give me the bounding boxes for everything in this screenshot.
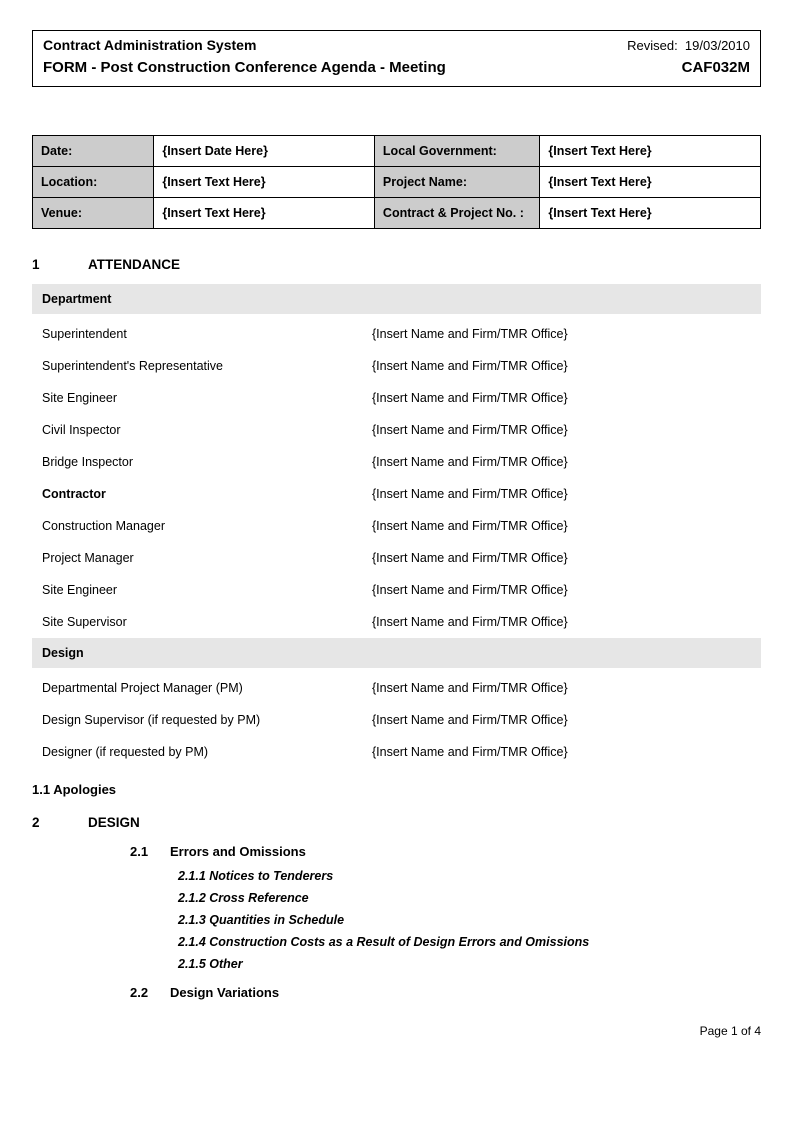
section-2-1-items: 2.1.1 Notices to Tenderers 2.1.2 Cross Re… (32, 869, 761, 971)
section-2-1-subitem: 2.1.1 Notices to Tenderers (178, 869, 761, 883)
revised-label: Revised: (627, 38, 678, 53)
info-label: Location: (33, 167, 154, 198)
info-label: Venue: (33, 198, 154, 229)
section-2-1-title: Errors and Omissions (170, 844, 306, 859)
revised: Revised: 19/03/2010 (627, 38, 750, 53)
attendance-row: Departmental Project Manager (PM){Insert… (32, 672, 761, 704)
section-2-1-subitem: 2.1.3 Quantities in Schedule (178, 913, 761, 927)
attendance-role: Bridge Inspector (42, 455, 372, 469)
attendance-role: Superintendent (42, 327, 372, 341)
info-label: Date: (33, 136, 154, 167)
attendance-row: Design Supervisor (if requested by PM){I… (32, 704, 761, 736)
form-title: FORM - Post Construction Conference Agen… (43, 59, 446, 76)
system-name: Contract Administration System (43, 37, 256, 53)
attendance-row: Project Manager{Insert Name and Firm/TMR… (32, 542, 761, 574)
attendance-row: Site Supervisor{Insert Name and Firm/TMR… (32, 606, 761, 638)
info-value: {Insert Text Here} (154, 167, 375, 198)
attendance-role: Site Supervisor (42, 615, 372, 629)
section-2-1-num: 2.1 (130, 844, 170, 859)
section-2-2-num: 2.2 (130, 985, 170, 1000)
section-2-1-subitem: 2.1.2 Cross Reference (178, 891, 761, 905)
attendance-row: Bridge Inspector{Insert Name and Firm/TM… (32, 446, 761, 478)
attendance-role: Project Manager (42, 551, 372, 565)
attendance-value: {Insert Name and Firm/TMR Office} (372, 519, 751, 533)
attendance-row: Superintendent's Representative{Insert N… (32, 350, 761, 382)
section-2-2-title: Design Variations (170, 985, 279, 1000)
section-2-1-subitem: 2.1.5 Other (178, 957, 761, 971)
attendance-value: {Insert Name and Firm/TMR Office} (372, 455, 751, 469)
attendance-row: Contractor{Insert Name and Firm/TMR Offi… (32, 478, 761, 510)
info-value: {Insert Text Here} (154, 198, 375, 229)
info-label: Local Government: (374, 136, 539, 167)
info-value: {Insert Text Here} (540, 167, 761, 198)
attendance-value: {Insert Name and Firm/TMR Office} (372, 359, 751, 373)
attendance-group2: Departmental Project Manager (PM){Insert… (32, 672, 761, 768)
attendance-role: Contractor (42, 487, 372, 501)
section-1-1: 1.1 Apologies (32, 782, 761, 797)
attendance-row: Site Engineer{Insert Name and Firm/TMR O… (32, 574, 761, 606)
attendance-value: {Insert Name and Firm/TMR Office} (372, 713, 751, 727)
info-value: {Insert Text Here} (540, 198, 761, 229)
revised-date: 19/03/2010 (685, 38, 750, 53)
attendance-value: {Insert Name and Firm/TMR Office} (372, 583, 751, 597)
attendance-role: Departmental Project Manager (PM) (42, 681, 372, 695)
attendance-value: {Insert Name and Firm/TMR Office} (372, 487, 751, 501)
section-2-1: 2.1Errors and Omissions (130, 844, 761, 859)
info-row: Location:{Insert Text Here}Project Name:… (33, 167, 761, 198)
attendance-role: Site Engineer (42, 583, 372, 597)
info-label: Contract & Project No. : (374, 198, 539, 229)
attendance-role: Site Engineer (42, 391, 372, 405)
attendance-role: Designer (if requested by PM) (42, 745, 372, 759)
section-2-title: DESIGN (88, 815, 140, 830)
info-value: {Insert Date Here} (154, 136, 375, 167)
info-row: Date:{Insert Date Here}Local Government:… (33, 136, 761, 167)
header-row-2: FORM - Post Construction Conference Agen… (43, 59, 750, 76)
header-row-1: Contract Administration System Revised: … (43, 37, 750, 53)
attendance-value: {Insert Name and Firm/TMR Office} (372, 327, 751, 341)
page-footer: Page 1 of 4 (32, 1024, 761, 1038)
attendance-row: Superintendent{Insert Name and Firm/TMR … (32, 318, 761, 350)
section-2-1-subitem: 2.1.4 Construction Costs as a Result of … (178, 935, 761, 949)
attendance-row: Site Engineer{Insert Name and Firm/TMR O… (32, 382, 761, 414)
section-1-title: ATTENDANCE (88, 257, 180, 272)
info-value: {Insert Text Here} (540, 136, 761, 167)
attendance-row: Civil Inspector{Insert Name and Firm/TMR… (32, 414, 761, 446)
attendance-value: {Insert Name and Firm/TMR Office} (372, 391, 751, 405)
section-1-num: 1 (32, 257, 88, 272)
attendance-row: Designer (if requested by PM){Insert Nam… (32, 736, 761, 768)
section-2-heading: 2DESIGN (32, 815, 761, 830)
attendance-value: {Insert Name and Firm/TMR Office} (372, 551, 751, 565)
attendance-role: Civil Inspector (42, 423, 372, 437)
info-label: Project Name: (374, 167, 539, 198)
attendance-value: {Insert Name and Firm/TMR Office} (372, 423, 751, 437)
section-2-num: 2 (32, 815, 88, 830)
attendance-row: Construction Manager{Insert Name and Fir… (32, 510, 761, 542)
section-2-2: 2.2Design Variations (130, 985, 761, 1000)
form-code: CAF032M (682, 59, 750, 76)
header-box: Contract Administration System Revised: … (32, 30, 761, 87)
attendance-value: {Insert Name and Firm/TMR Office} (372, 615, 751, 629)
attendance-role: Construction Manager (42, 519, 372, 533)
section-1-heading: 1ATTENDANCE (32, 257, 761, 272)
attendance-group1-header: Department (32, 284, 761, 314)
attendance-group1: Superintendent{Insert Name and Firm/TMR … (32, 318, 761, 638)
attendance-group2-header: Design (32, 638, 761, 668)
info-row: Venue:{Insert Text Here}Contract & Proje… (33, 198, 761, 229)
attendance-value: {Insert Name and Firm/TMR Office} (372, 745, 751, 759)
attendance-role: Design Supervisor (if requested by PM) (42, 713, 372, 727)
attendance-role: Superintendent's Representative (42, 359, 372, 373)
info-table: Date:{Insert Date Here}Local Government:… (32, 135, 761, 229)
attendance-value: {Insert Name and Firm/TMR Office} (372, 681, 751, 695)
